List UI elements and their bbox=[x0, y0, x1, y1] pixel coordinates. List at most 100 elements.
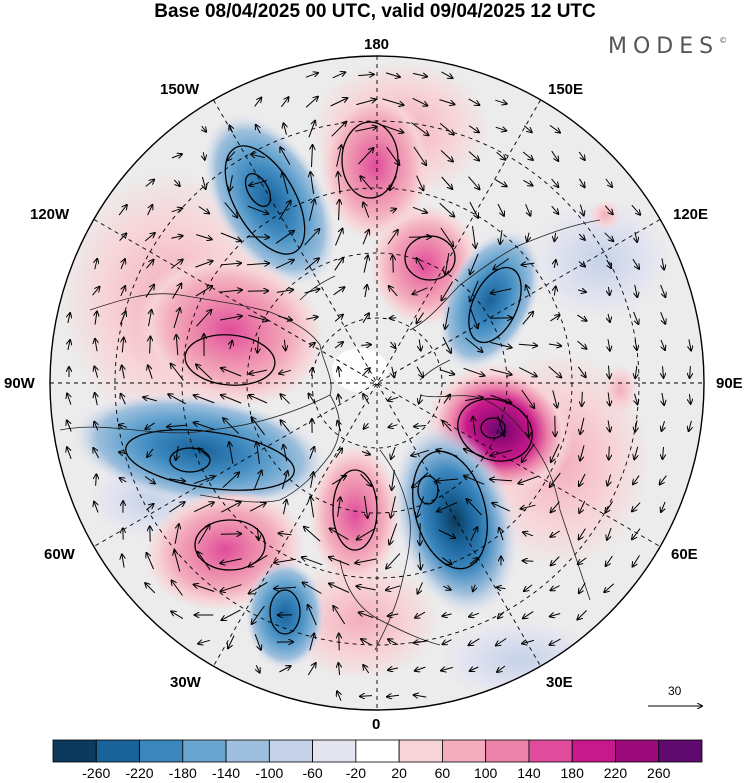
wind-arrow bbox=[578, 178, 584, 187]
reference-vector-label: 30 bbox=[668, 684, 682, 698]
wind-arrow bbox=[518, 344, 537, 345]
wind-arrow bbox=[119, 233, 127, 241]
wind-arrow bbox=[119, 452, 128, 454]
wind-arrow bbox=[282, 172, 289, 194]
wind-arrow bbox=[414, 641, 427, 643]
chart-title: Base 08/04/2025 00 UTC, valid 09/04/2025… bbox=[154, 1, 596, 22]
wind-arrow bbox=[465, 337, 483, 352]
wind-arrow bbox=[304, 527, 321, 542]
wind-arrow bbox=[94, 366, 97, 378]
wind-arrow bbox=[362, 313, 369, 323]
wind-arrow bbox=[171, 236, 182, 238]
wind-arrow bbox=[439, 123, 454, 134]
wind-arrow bbox=[249, 581, 268, 593]
wind-arrow bbox=[411, 122, 428, 136]
wind-arrow bbox=[363, 203, 370, 218]
wind-arrow bbox=[67, 447, 72, 459]
wind-arrow bbox=[468, 151, 479, 161]
wind-arrow bbox=[220, 534, 241, 535]
wind-arrow bbox=[554, 232, 555, 241]
wind-arrow bbox=[118, 205, 127, 216]
wind-arrow bbox=[523, 125, 532, 133]
wind-arrow bbox=[524, 584, 533, 591]
wind-arrow bbox=[334, 342, 343, 349]
wind-arrow bbox=[441, 176, 453, 189]
wind-arrow bbox=[94, 502, 98, 513]
wind-arrow bbox=[257, 337, 258, 352]
wind-arrow bbox=[437, 450, 458, 457]
colorbar bbox=[52, 739, 703, 763]
wind-arrow bbox=[357, 527, 376, 539]
wind-arrow bbox=[495, 179, 506, 187]
wind-arrow bbox=[168, 394, 187, 405]
colorbar-tick-label: -180 bbox=[168, 765, 197, 781]
wind-arrow bbox=[246, 237, 269, 238]
meridian-label-120e: 120E bbox=[673, 206, 709, 223]
wind-arrow bbox=[254, 98, 262, 107]
wind-arrow bbox=[439, 202, 455, 216]
wind-arrow bbox=[521, 505, 536, 509]
colorbar-tick-label: -260 bbox=[82, 765, 111, 781]
wind-arrow bbox=[522, 263, 535, 265]
wind-arrow bbox=[67, 394, 71, 405]
wind-arrow bbox=[442, 557, 451, 565]
wind-arrow bbox=[172, 581, 183, 596]
colorbar-tick-label: 20 bbox=[391, 765, 407, 781]
wind-arrow bbox=[443, 639, 452, 645]
wind-arrow bbox=[551, 585, 560, 591]
wind-arrow bbox=[548, 366, 562, 378]
wind-arrow bbox=[249, 369, 268, 374]
wind-arrow bbox=[304, 229, 320, 246]
wind-arrow bbox=[551, 501, 560, 513]
wind-arrow bbox=[663, 366, 664, 378]
wind-arrow bbox=[522, 443, 535, 462]
wind-arrow bbox=[521, 389, 535, 408]
wind-arrow bbox=[312, 145, 313, 168]
wind-arrow bbox=[332, 72, 345, 79]
wind-arrow bbox=[577, 366, 585, 377]
wind-arrow bbox=[497, 587, 506, 588]
wind-arrow bbox=[329, 557, 350, 566]
wind-arrow bbox=[305, 97, 318, 108]
wind-arrow bbox=[388, 614, 399, 616]
wind-arrow bbox=[338, 497, 341, 517]
meridian-label-60e: 60E bbox=[671, 546, 698, 563]
wind-arrow bbox=[632, 528, 641, 540]
meridian-label-90e: 90E bbox=[716, 375, 743, 392]
wind-arrow bbox=[497, 203, 504, 216]
wind-arrow bbox=[68, 340, 70, 351]
wind-arrow bbox=[229, 442, 234, 464]
wind-arrow bbox=[308, 343, 315, 347]
wind-arrow bbox=[171, 208, 182, 212]
wind-arrow bbox=[174, 551, 181, 572]
wind-arrow bbox=[500, 230, 502, 244]
wind-arrow bbox=[662, 392, 664, 405]
wind-arrow bbox=[493, 258, 509, 270]
wind-arrow bbox=[660, 284, 666, 297]
wind-arrow bbox=[411, 449, 429, 455]
wind-arrow bbox=[469, 558, 478, 565]
wind-arrow bbox=[275, 260, 294, 269]
wind-arrow bbox=[386, 553, 401, 568]
wind-arrow bbox=[227, 151, 236, 161]
wind-arrow bbox=[660, 475, 667, 485]
wind-arrow bbox=[605, 501, 614, 513]
colorbar-tick-label: 60 bbox=[434, 765, 451, 781]
wind-arrow bbox=[527, 414, 529, 437]
wind-arrow bbox=[387, 695, 400, 697]
graticule bbox=[50, 56, 704, 710]
wind-arrow bbox=[333, 606, 346, 625]
wind-arrow bbox=[145, 180, 154, 187]
wind-arrow bbox=[193, 476, 215, 485]
wind-arrow bbox=[330, 98, 348, 107]
wind-arrow bbox=[360, 176, 373, 191]
wind-arrow bbox=[660, 312, 666, 324]
wind-arrow bbox=[283, 445, 286, 462]
wind-arrow bbox=[304, 289, 320, 294]
wind-arrow bbox=[334, 315, 343, 322]
wind-arrow bbox=[256, 125, 261, 134]
wind-arrow bbox=[439, 369, 455, 375]
wind-arrow bbox=[661, 501, 665, 512]
wind-arrow bbox=[194, 395, 215, 404]
wind-arrow bbox=[249, 503, 266, 512]
